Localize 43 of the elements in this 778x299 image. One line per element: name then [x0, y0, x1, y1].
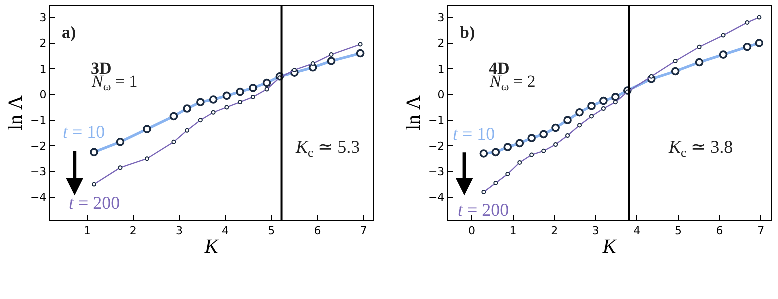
x-tick-label: 2 [130, 224, 137, 238]
x-tick-label: 6 [716, 224, 724, 238]
y-tick-label: −1 [30, 114, 47, 128]
x-tick-label: 3 [176, 224, 183, 238]
y-tick-label: −4 [30, 191, 47, 204]
annotation: b) [460, 23, 476, 42]
x-axis-title: K [204, 236, 220, 258]
y-tick-label: −3 [30, 166, 47, 179]
annotation: t = 200 [69, 193, 120, 213]
y-tick-label: 0 [40, 88, 47, 102]
y-tick-label: 1 [40, 62, 47, 76]
ref-line-label: K$_{c}$ ≃ 5.3 [295, 137, 360, 160]
y-tick-label: 2 [40, 37, 47, 50]
y-tick-label: 3 [438, 11, 445, 24]
y-tick-label: −1 [428, 114, 445, 128]
ref-line-label: K$_{c}$ ≃ 3.8 [668, 137, 734, 160]
x-tick-label: 2 [551, 224, 558, 238]
x-tick-label: 5 [674, 224, 682, 238]
y-axis-title: ln Λ [402, 94, 425, 131]
y-tick-label: −2 [428, 140, 445, 153]
x-tick-label: 5 [268, 224, 276, 238]
x-tick-label: 6 [314, 224, 322, 238]
x-tick-label: 1 [510, 224, 517, 238]
y-tick-label: 1 [438, 62, 445, 76]
x-tick-label: 0 [468, 224, 476, 238]
x-tick-label: 4 [634, 224, 641, 238]
y-tick-label: −2 [30, 140, 47, 153]
x-tick-label: 7 [360, 224, 368, 238]
y-tick-label: −4 [428, 191, 445, 204]
y-tick-label: 2 [438, 37, 445, 50]
annotation: t = 10 [453, 124, 496, 144]
y-tick-label: 3 [40, 11, 47, 24]
x-tick-label: 1 [84, 224, 91, 238]
x-axis-title: K [602, 236, 618, 258]
annotation: a) [62, 23, 76, 42]
y-axis-title: ln Λ [4, 94, 27, 131]
annotation: t = 10 [63, 122, 106, 142]
x-tick-label: 7 [758, 224, 765, 238]
annotation: t = 200 [458, 200, 510, 220]
y-tick-label: −3 [428, 166, 445, 179]
y-tick-label: 0 [438, 88, 445, 102]
x-tick-label: 3 [592, 224, 600, 238]
x-tick-label: 4 [222, 224, 230, 238]
